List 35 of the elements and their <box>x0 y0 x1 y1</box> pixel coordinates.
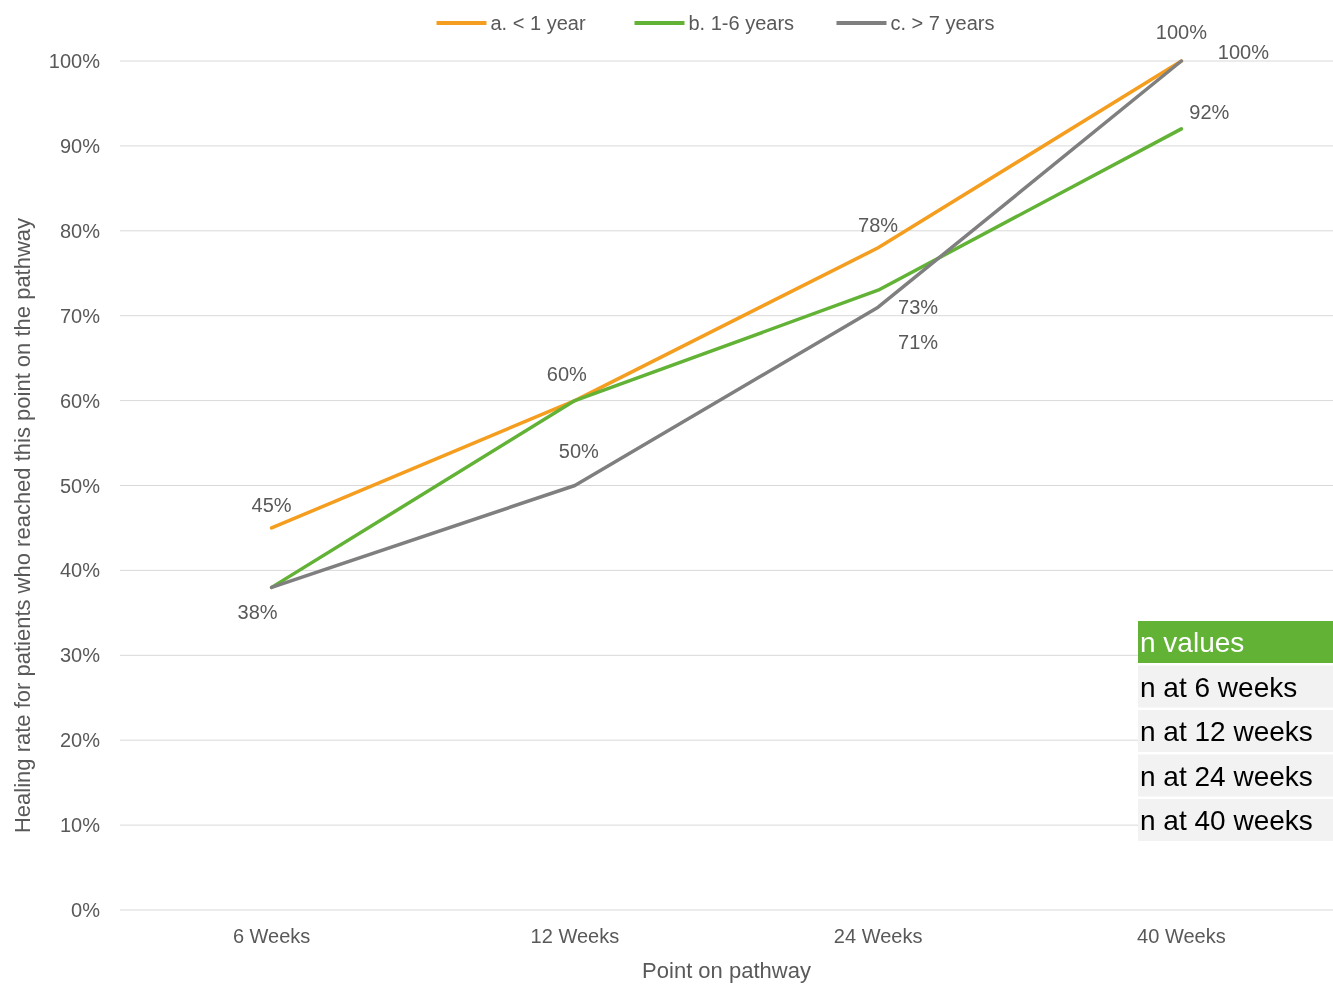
annotation: n at 6 weeks <box>1140 671 1298 703</box>
y-tick-label: 100% <box>48 50 101 72</box>
data-label: 100% <box>1217 41 1270 63</box>
data-label: 92% <box>1189 100 1230 123</box>
x-tick-label: 40 Weeks <box>1137 925 1226 947</box>
data-label: 73% <box>898 296 939 319</box>
x-tick-label: 12 Weeks <box>530 925 620 947</box>
y-tick-label: 50% <box>59 474 101 497</box>
y-tick-label: 60% <box>59 389 101 412</box>
x-tick-label: 24 Weeks <box>833 925 923 947</box>
y-tick-label: 10% <box>59 814 101 837</box>
data-label: 38% <box>237 601 278 624</box>
y-tick-label: 20% <box>59 729 101 752</box>
annotation: n at 24 weeks <box>1140 760 1313 792</box>
x-axis-title: Point on pathway <box>642 958 811 983</box>
annotation: n at 40 weeks <box>1140 805 1313 836</box>
data-label: 78% <box>858 213 899 236</box>
y-tick-label: 70% <box>59 304 101 327</box>
y-tick-label: 90% <box>59 134 101 157</box>
y-tick-label: 40% <box>59 559 101 582</box>
legend-label: c. > 7 years <box>890 12 995 34</box>
annotation: n at 12 weeks <box>1140 716 1313 747</box>
y-tick-label: 80% <box>59 219 101 242</box>
annotation: n values <box>1140 627 1245 658</box>
y-tick-label: 0% <box>71 899 101 921</box>
data-label: 71% <box>898 331 939 354</box>
data-label: 50% <box>558 439 600 462</box>
y-axis-title: Healing rate for patients who reached this point on the pathway <box>10 217 35 834</box>
data-label: 100% <box>1155 21 1208 43</box>
legend-label: a. < 1 year <box>490 12 586 34</box>
data-label: 60% <box>546 362 588 385</box>
y-tick-label: 30% <box>59 644 101 667</box>
x-tick-label: 6 Weeks <box>232 925 311 947</box>
data-label: 45% <box>251 493 292 516</box>
legend-label: b. 1-6 years <box>688 12 795 34</box>
